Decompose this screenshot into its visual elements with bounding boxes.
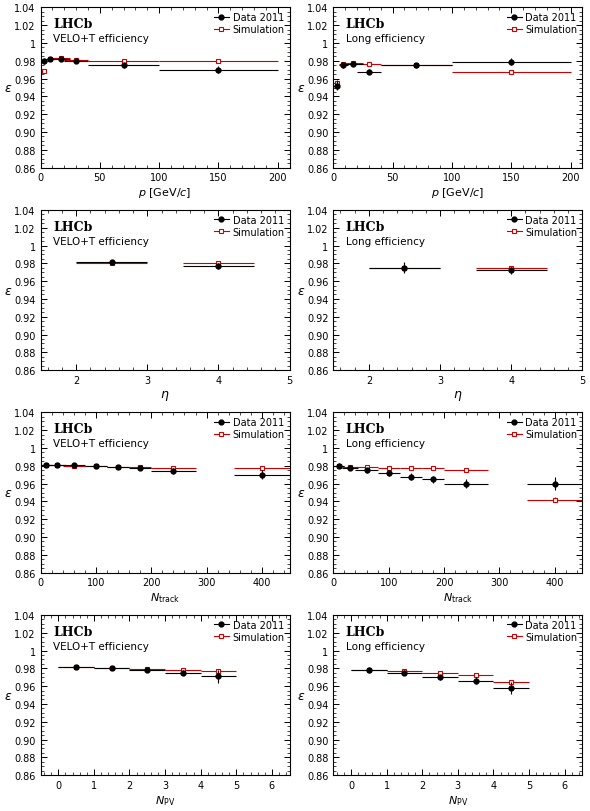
Y-axis label: $\varepsilon$: $\varepsilon$ [5, 82, 13, 95]
Text: Long efficiency: Long efficiency [346, 34, 425, 44]
Legend: Data 2011, Simulation: Data 2011, Simulation [212, 618, 287, 644]
Text: Long efficiency: Long efficiency [346, 641, 425, 650]
Text: LHCb: LHCb [346, 18, 385, 31]
Y-axis label: $\varepsilon$: $\varepsilon$ [297, 689, 306, 702]
Y-axis label: $\varepsilon$: $\varepsilon$ [297, 487, 306, 500]
X-axis label: $p$ [GeV/$c$]: $p$ [GeV/$c$] [139, 186, 192, 200]
Y-axis label: $\varepsilon$: $\varepsilon$ [5, 284, 13, 297]
X-axis label: $\eta$: $\eta$ [160, 388, 170, 402]
X-axis label: $\eta$: $\eta$ [453, 388, 463, 402]
Text: LHCb: LHCb [53, 18, 93, 31]
Legend: Data 2011, Simulation: Data 2011, Simulation [505, 618, 579, 644]
Text: LHCb: LHCb [53, 221, 93, 234]
X-axis label: $N_{\rm PV}$: $N_{\rm PV}$ [155, 793, 175, 807]
Legend: Data 2011, Simulation: Data 2011, Simulation [505, 213, 579, 239]
Y-axis label: $\varepsilon$: $\varepsilon$ [5, 689, 13, 702]
Legend: Data 2011, Simulation: Data 2011, Simulation [212, 11, 287, 37]
X-axis label: $p$ [GeV/$c$]: $p$ [GeV/$c$] [431, 186, 484, 200]
Legend: Data 2011, Simulation: Data 2011, Simulation [505, 11, 579, 37]
X-axis label: $N_{\rm track}$: $N_{\rm track}$ [442, 590, 473, 604]
Text: LHCb: LHCb [346, 624, 385, 637]
Text: LHCb: LHCb [53, 423, 93, 436]
Y-axis label: $\varepsilon$: $\varepsilon$ [297, 284, 306, 297]
Text: LHCb: LHCb [346, 423, 385, 436]
Legend: Data 2011, Simulation: Data 2011, Simulation [212, 416, 287, 442]
Text: VELO+T efficiency: VELO+T efficiency [53, 641, 149, 650]
Y-axis label: $\varepsilon$: $\varepsilon$ [5, 487, 13, 500]
Y-axis label: $\varepsilon$: $\varepsilon$ [297, 82, 306, 95]
Legend: Data 2011, Simulation: Data 2011, Simulation [505, 416, 579, 442]
Legend: Data 2011, Simulation: Data 2011, Simulation [212, 213, 287, 239]
Text: LHCb: LHCb [346, 221, 385, 234]
Text: VELO+T efficiency: VELO+T efficiency [53, 34, 149, 44]
Text: VELO+T efficiency: VELO+T efficiency [53, 236, 149, 247]
X-axis label: $N_{\rm PV}$: $N_{\rm PV}$ [448, 793, 468, 807]
X-axis label: $N_{\rm track}$: $N_{\rm track}$ [150, 590, 180, 604]
Text: Long efficiency: Long efficiency [346, 439, 425, 448]
Text: VELO+T efficiency: VELO+T efficiency [53, 439, 149, 448]
Text: Long efficiency: Long efficiency [346, 236, 425, 247]
Text: LHCb: LHCb [53, 624, 93, 637]
